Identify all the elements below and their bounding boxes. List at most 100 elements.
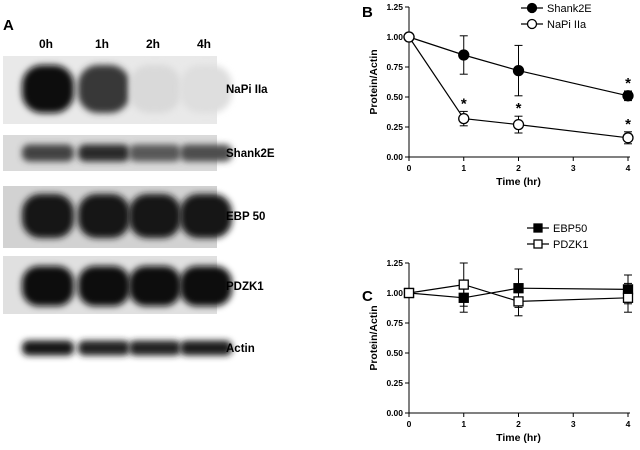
x-tick-label: 3 xyxy=(571,163,576,173)
data-point xyxy=(403,287,415,299)
blot-label: Shank2E xyxy=(226,148,275,160)
panel-letter: C xyxy=(362,288,373,305)
series-line xyxy=(408,36,629,139)
panel-a-western-blots: A 0h 1h 2h 4h NaPi IIa Shank2E EBP 50 PDZK1 Act… xyxy=(3,17,275,363)
y-tick-label: 0.75 xyxy=(386,318,403,328)
x-tick-label: 2 xyxy=(516,163,521,173)
legend-marker xyxy=(533,239,543,249)
blot-pdzk1: PDZK1 xyxy=(3,256,264,314)
blot-label: EBP 50 xyxy=(226,211,265,223)
x-axis-title: Time (hr) xyxy=(496,432,541,444)
y-tick-label: 0.25 xyxy=(386,378,403,388)
y-tick-label: 1.00 xyxy=(386,288,403,298)
legend-marker xyxy=(526,18,538,30)
blot-band xyxy=(22,65,74,113)
y-tick-label: 1.25 xyxy=(386,258,403,268)
blot-band xyxy=(78,144,130,162)
significance-star: * xyxy=(516,100,522,117)
blot-strips: NaPi IIa Shank2E EBP 50 PDZK1 Actin xyxy=(3,56,275,363)
series-line xyxy=(408,36,629,97)
series-line xyxy=(408,283,629,303)
legend: EBP50 PDZK1 xyxy=(527,223,588,251)
lane-label-4h: 4h xyxy=(197,37,211,51)
legend-label: Shank2E xyxy=(547,3,592,15)
legend-label: EBP50 xyxy=(553,223,587,235)
blot-label: Actin xyxy=(226,343,255,355)
blot-label: NaPi IIa xyxy=(226,84,268,96)
blot-band xyxy=(22,194,74,238)
blot-band xyxy=(78,340,130,356)
data-point xyxy=(458,279,469,290)
x-axis-title: Time (hr) xyxy=(496,176,541,188)
blot-band xyxy=(78,266,130,306)
y-tick-label: 0.25 xyxy=(386,122,403,132)
series-shank2e: * xyxy=(403,31,634,102)
legend: Shank2E NaPi IIa xyxy=(521,2,592,31)
y-tick-label: 0.00 xyxy=(386,408,403,418)
data-point xyxy=(403,31,415,43)
blot-band xyxy=(129,340,181,356)
x-tick-label: 1 xyxy=(461,419,466,429)
significance-star: * xyxy=(461,95,467,112)
panel-c-chart: C 0.00 0.25 0.50 0.75 1.00 1.25 0 1 2 3 4 Time (hr) P… xyxy=(362,223,634,444)
blot-band xyxy=(180,340,232,356)
blot-band xyxy=(129,144,181,162)
x-tick-label: 0 xyxy=(407,419,412,429)
blot-band xyxy=(129,65,181,113)
y-tick-label: 0.50 xyxy=(386,92,403,102)
y-tick-label: 0.00 xyxy=(386,152,403,162)
x-tick-label: 3 xyxy=(571,419,576,429)
data-point xyxy=(512,118,525,131)
blot-band xyxy=(180,144,232,162)
x-tick-label: 4 xyxy=(626,419,631,429)
blot-band xyxy=(78,65,130,113)
legend-label: PDZK1 xyxy=(553,239,588,251)
data-point xyxy=(622,90,634,102)
data-point xyxy=(513,296,524,307)
series-napi-iia: * * * xyxy=(403,31,634,145)
y-tick-label: 0.75 xyxy=(386,62,403,72)
blot-napi-iia: NaPi IIa xyxy=(3,56,268,124)
panel-letter: B xyxy=(362,4,373,21)
blot-band xyxy=(22,144,74,162)
data-point xyxy=(458,112,470,125)
legend-marker xyxy=(526,2,538,14)
blot-shank2e: Shank2E xyxy=(3,135,275,171)
significance-star: * xyxy=(625,116,631,133)
blot-label: PDZK1 xyxy=(226,281,264,293)
data-point xyxy=(622,132,634,144)
lane-label-1h: 1h xyxy=(95,37,109,51)
blot-band xyxy=(129,194,181,238)
lane-labels: 0h 1h 2h 4h xyxy=(39,37,211,51)
data-point xyxy=(458,49,470,61)
blot-band xyxy=(22,266,74,306)
blot-band xyxy=(22,340,74,356)
blot-band xyxy=(180,194,232,238)
panel-b-chart: B 0.00 0.25 0.50 0.75 1.00 1.25 0 1 2 3 4 Time (hr) P… xyxy=(362,2,634,188)
blot-actin: Actin xyxy=(3,335,255,363)
x-tick-label: 0 xyxy=(407,163,412,173)
x-tick-label: 1 xyxy=(461,163,466,173)
x-tick-label: 4 xyxy=(626,163,631,173)
blot-band xyxy=(78,194,130,238)
data-point xyxy=(622,292,634,303)
blot-ebp-50: EBP 50 xyxy=(3,186,265,248)
lane-label-0h: 0h xyxy=(39,37,53,51)
y-axis-title: Protein/Actin xyxy=(368,49,380,114)
x-tick-label: 2 xyxy=(516,419,521,429)
lane-label-2h: 2h xyxy=(146,37,160,51)
y-tick-label: 0.50 xyxy=(386,348,403,358)
panel-a-letter: A xyxy=(3,17,14,34)
blot-band xyxy=(129,266,181,306)
legend-label: NaPi IIa xyxy=(547,19,587,31)
y-tick-label: 1.00 xyxy=(386,32,403,42)
y-tick-label: 1.25 xyxy=(386,2,403,12)
blot-band xyxy=(180,266,232,306)
significance-star: * xyxy=(625,75,631,92)
y-axis-title: Protein/Actin xyxy=(368,305,380,370)
blot-band xyxy=(180,65,232,113)
data-point xyxy=(512,64,525,77)
series-pdzk1 xyxy=(403,262,634,317)
legend-marker xyxy=(533,223,543,233)
